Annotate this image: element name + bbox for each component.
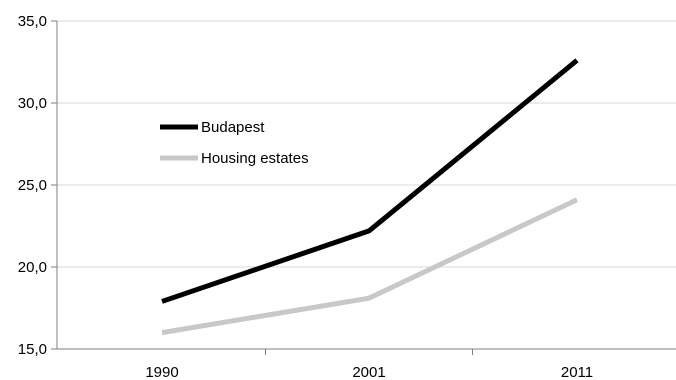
y-tick-label: 20,0 [18, 259, 47, 276]
series-line-housing-estates [161, 197, 579, 336]
x-tick-label: 1990 [145, 364, 178, 380]
x-tick-label: 2011 [561, 364, 593, 380]
y-tick-label: 25,0 [18, 177, 47, 194]
series-line-budapest [161, 58, 579, 304]
legend: Budapest Housing estates [160, 119, 309, 167]
legend-label-housing-estates: Housing estates [201, 150, 309, 167]
y-tick-label: 30,0 [18, 95, 47, 112]
legend-label-budapest: Budapest [201, 119, 265, 136]
series-lines [161, 58, 579, 336]
y-tick-label: 35,0 [18, 13, 47, 30]
x-tick-label: 2001 [352, 364, 385, 380]
y-axis-ticks: 15,0 20,0 25,0 30,0 35,0 [18, 13, 57, 358]
y-tick-label: 15,0 [18, 341, 47, 358]
grid-lines [57, 20, 676, 268]
x-axis-ticks: 1990 2001 2011 [145, 349, 593, 380]
